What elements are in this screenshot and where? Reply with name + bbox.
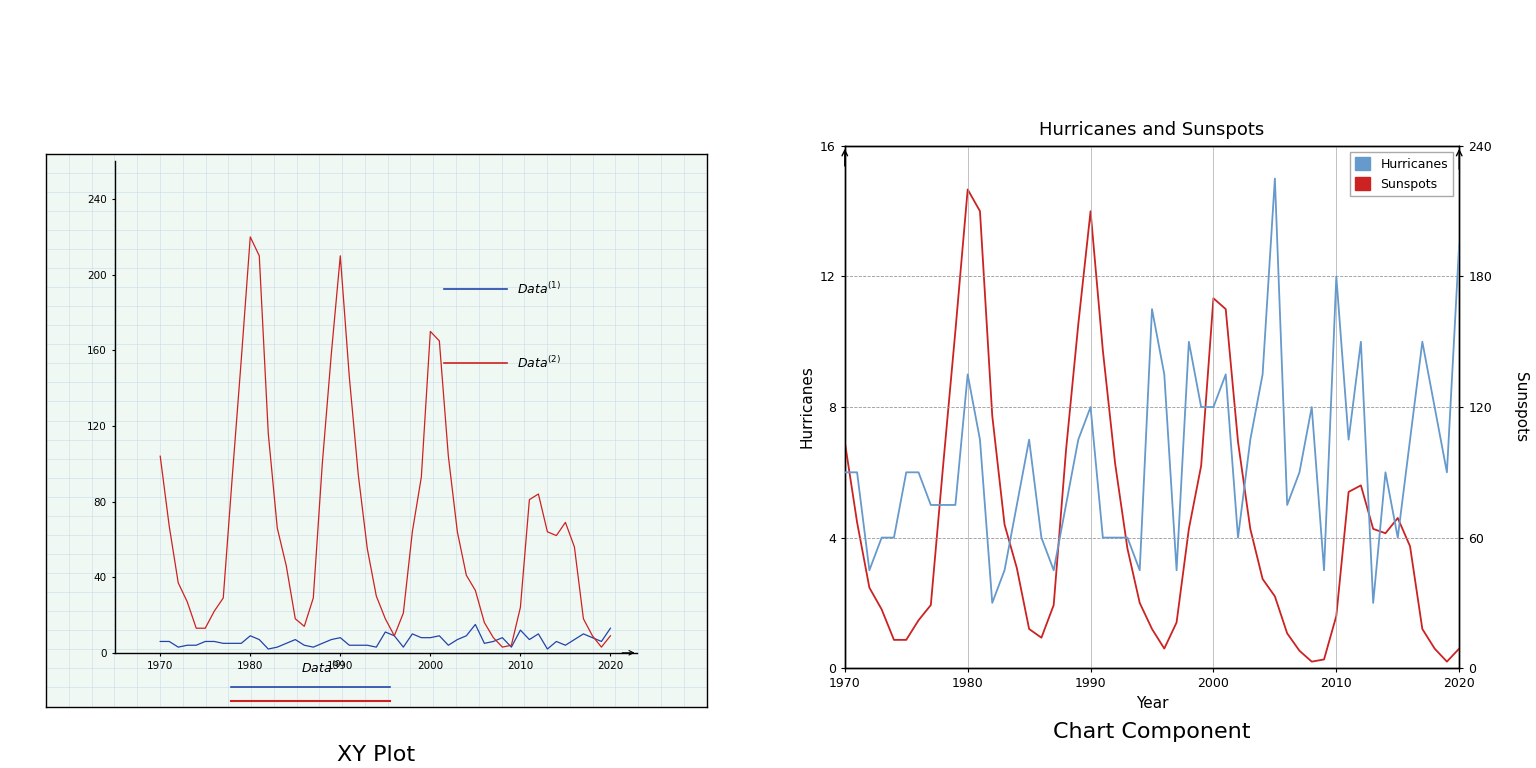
Text: $\mathit{Data}^{(1)}$: $\mathit{Data}^{(1)}$ [518, 281, 562, 297]
Y-axis label: Sunspots: Sunspots [1513, 372, 1528, 442]
Text: Chart Component: Chart Component [1054, 722, 1250, 742]
Y-axis label: Hurricanes: Hurricanes [799, 366, 814, 449]
Text: XY Plot: XY Plot [338, 745, 415, 765]
Text: $\mathit{Data}^{(0)}$: $\mathit{Data}^{(0)}$ [301, 660, 346, 676]
Legend: Hurricanes, Sunspots: Hurricanes, Sunspots [1350, 152, 1453, 196]
X-axis label: Year: Year [1135, 696, 1169, 710]
Title: Hurricanes and Sunspots: Hurricanes and Sunspots [1040, 121, 1264, 139]
Text: $\mathit{Data}^{(2)}$: $\mathit{Data}^{(2)}$ [518, 355, 562, 371]
